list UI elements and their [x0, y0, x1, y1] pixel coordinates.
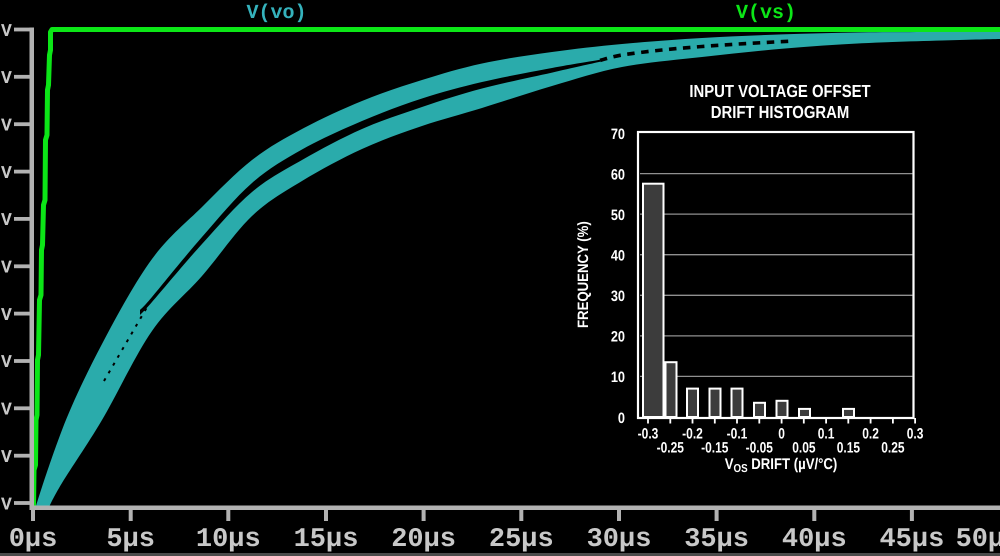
svg-text:V: V: [1, 69, 12, 89]
svg-text:0.15: 0.15: [837, 440, 860, 457]
svg-text:15µs: 15µs: [294, 525, 359, 555]
svg-text:V(vo): V(vo): [246, 2, 306, 25]
svg-text:-0.05: -0.05: [746, 440, 773, 457]
svg-text:0.05: 0.05: [792, 440, 815, 457]
svg-text:20: 20: [611, 329, 625, 346]
svg-text:V: V: [1, 401, 12, 421]
svg-text:V: V: [1, 117, 12, 137]
svg-text:30: 30: [611, 288, 625, 305]
svg-text:INPUT VOLTAGE OFFSET: INPUT VOLTAGE OFFSET: [689, 81, 871, 101]
svg-text:10: 10: [611, 369, 625, 386]
svg-text:V: V: [1, 259, 12, 279]
svg-text:V: V: [1, 448, 12, 468]
svg-text:FREQUENCY (%): FREQUENCY (%): [575, 221, 592, 328]
svg-text:V: V: [1, 211, 12, 231]
svg-text:VOS DRIFT (µV/°C): VOS DRIFT (µV/°C): [725, 456, 838, 475]
svg-text:V(vs): V(vs): [736, 2, 796, 25]
svg-text:0: 0: [618, 410, 625, 427]
svg-text:0.1: 0.1: [818, 426, 835, 443]
svg-text:35µs: 35µs: [684, 525, 749, 555]
svg-text:0.25: 0.25: [881, 440, 904, 457]
svg-text:40: 40: [611, 248, 625, 265]
svg-text:0.2: 0.2: [862, 426, 879, 443]
svg-text:0.3: 0.3: [907, 426, 924, 443]
svg-text:5µs: 5µs: [106, 525, 155, 555]
svg-text:30µs: 30µs: [587, 525, 652, 555]
svg-text:40µs: 40µs: [782, 525, 847, 555]
svg-text:45µs: 45µs: [879, 525, 944, 555]
svg-text:-0.2: -0.2: [682, 426, 703, 443]
svg-text:25µs: 25µs: [489, 525, 554, 555]
svg-text:10µs: 10µs: [196, 525, 261, 555]
svg-text:DRIFT HISTOGRAM: DRIFT HISTOGRAM: [711, 102, 850, 122]
svg-text:V: V: [1, 353, 12, 373]
svg-text:V: V: [1, 306, 12, 326]
svg-text:0: 0: [778, 426, 785, 443]
svg-text:-0.25: -0.25: [657, 440, 684, 457]
svg-text:-0.3: -0.3: [638, 426, 659, 443]
svg-text:V: V: [1, 495, 12, 515]
svg-text:-0.15: -0.15: [701, 440, 728, 457]
svg-text:-0.1: -0.1: [727, 426, 748, 443]
svg-text:20µs: 20µs: [391, 525, 456, 555]
svg-text:60: 60: [611, 166, 625, 183]
svg-text:0µs: 0µs: [9, 525, 58, 555]
svg-text:V: V: [1, 22, 12, 42]
svg-text:V: V: [1, 164, 12, 184]
svg-text:50µs: 50µs: [956, 525, 1000, 555]
svg-text:70: 70: [611, 126, 625, 143]
svg-text:50: 50: [611, 207, 625, 224]
